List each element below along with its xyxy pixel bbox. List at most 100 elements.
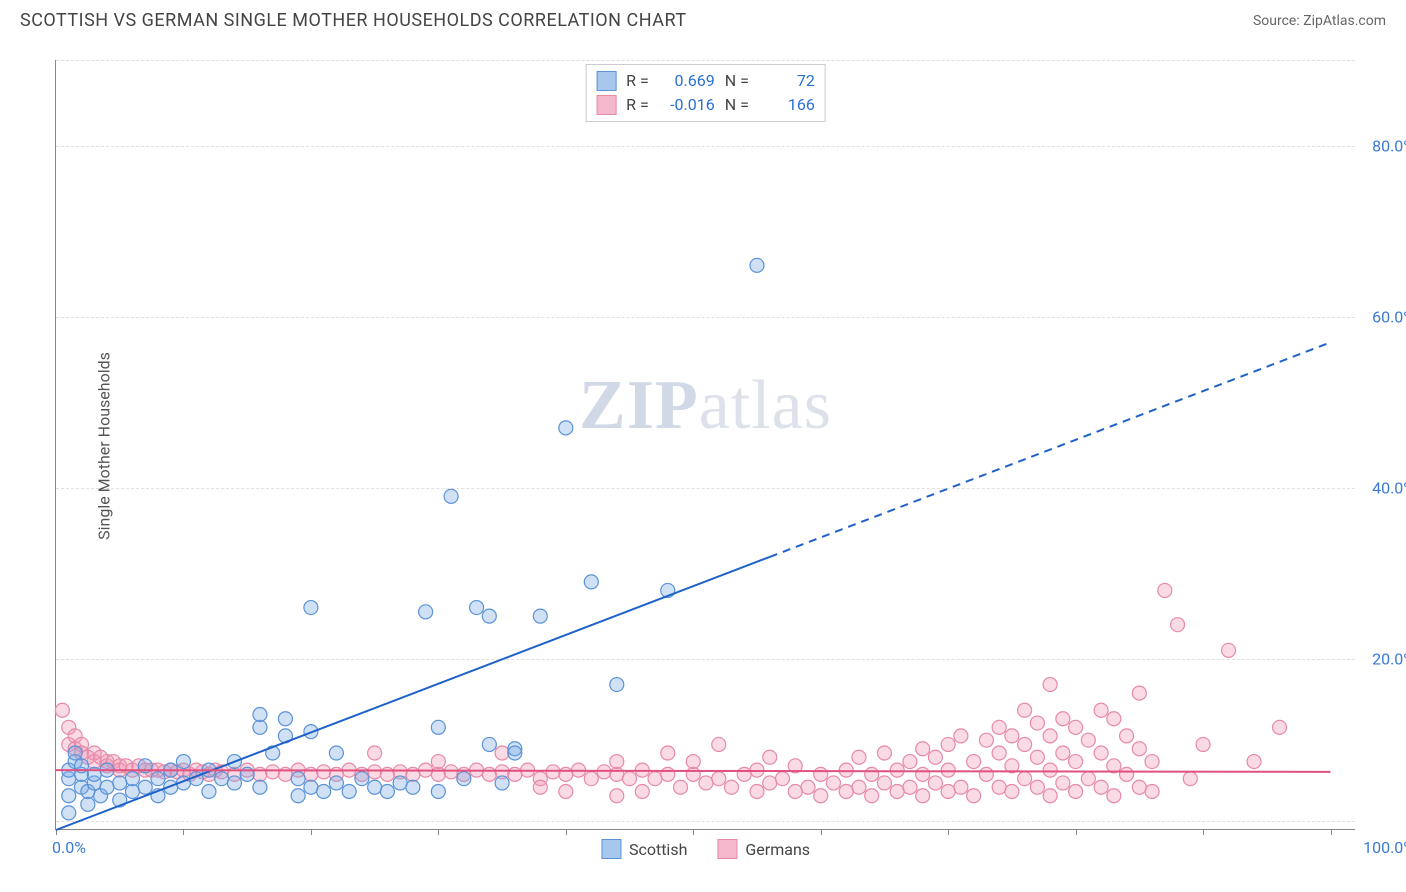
data-point [559, 767, 573, 781]
data-point [1069, 755, 1083, 769]
data-point [1222, 643, 1236, 657]
legend-swatch-germans [717, 839, 737, 859]
data-point [1196, 737, 1210, 751]
y-tick-label: 60.0% [1372, 307, 1406, 326]
data-point [763, 750, 777, 764]
data-point [1043, 729, 1057, 743]
data-point [1043, 789, 1057, 803]
x-tick [1331, 829, 1332, 835]
x-tick [821, 829, 822, 835]
data-point [877, 776, 891, 790]
data-point [1030, 750, 1044, 764]
data-point [368, 746, 382, 760]
data-point [482, 767, 496, 781]
data-point [712, 772, 726, 786]
data-point [329, 746, 343, 760]
data-point [1273, 720, 1287, 734]
data-point [125, 772, 139, 786]
data-point [1158, 583, 1172, 597]
data-point [763, 776, 777, 790]
x-tick-label-max: 100.0% [1363, 838, 1406, 857]
stats-legend: R = 0.669 N = 72 R = -0.016 N = 166 [585, 64, 826, 122]
data-point [661, 767, 675, 781]
series-legend: Scottish Germans [601, 839, 810, 859]
x-tick [693, 829, 694, 835]
data-point [1018, 772, 1032, 786]
data-point [457, 772, 471, 786]
data-point [125, 785, 139, 799]
data-point [979, 767, 993, 781]
data-point [610, 755, 624, 769]
data-point [138, 780, 152, 794]
data-point [368, 780, 382, 794]
data-point [444, 765, 458, 779]
data-point [1056, 712, 1070, 726]
x-tick [1076, 829, 1077, 835]
data-point [928, 776, 942, 790]
r-label: R = [626, 69, 649, 93]
data-point [482, 737, 496, 751]
y-tick-label: 80.0% [1372, 136, 1406, 155]
data-point [623, 772, 637, 786]
data-point [801, 780, 815, 794]
data-point [55, 703, 69, 717]
data-point [1069, 720, 1083, 734]
data-point [176, 755, 190, 769]
data-point [1132, 780, 1146, 794]
data-point [495, 776, 509, 790]
data-point [406, 767, 420, 781]
data-point [1081, 772, 1095, 786]
data-point [253, 720, 267, 734]
data-point [81, 797, 95, 811]
data-point [1030, 780, 1044, 794]
data-point [304, 601, 318, 615]
data-point [329, 776, 343, 790]
data-point [533, 780, 547, 794]
data-point [979, 733, 993, 747]
data-point [686, 755, 700, 769]
data-point [1030, 716, 1044, 730]
data-point [151, 772, 165, 786]
x-tick [183, 829, 184, 835]
data-point [916, 767, 930, 781]
stats-row-germans: R = -0.016 N = 166 [596, 93, 815, 117]
data-point [431, 767, 445, 781]
r-value-scottish: 0.669 [659, 69, 715, 93]
data-point [431, 720, 445, 734]
source-name: ZipAtlas.com [1303, 13, 1386, 29]
data-point [1132, 686, 1146, 700]
n-label: N = [725, 93, 749, 117]
data-point [266, 765, 280, 779]
y-tick-label: 20.0% [1372, 649, 1406, 668]
data-point [865, 789, 879, 803]
data-point [1145, 785, 1159, 799]
data-point [291, 772, 305, 786]
data-point [903, 755, 917, 769]
data-point [584, 575, 598, 589]
data-point [1120, 767, 1134, 781]
legend-label-germans: Germans [745, 840, 810, 859]
data-point [431, 755, 445, 769]
data-point [750, 785, 764, 799]
data-point [775, 772, 789, 786]
data-point [559, 421, 573, 435]
data-point [495, 746, 509, 760]
data-point [954, 729, 968, 743]
data-point [699, 776, 713, 790]
data-point [559, 785, 573, 799]
data-point [62, 789, 76, 803]
data-point [317, 765, 331, 779]
data-point [253, 780, 267, 794]
data-point [610, 678, 624, 692]
data-point [1247, 755, 1261, 769]
x-tick [566, 829, 567, 835]
data-point [648, 772, 662, 786]
legend-swatch-scottish [601, 839, 621, 859]
data-point [941, 763, 955, 777]
data-point [1107, 789, 1121, 803]
data-point [635, 785, 649, 799]
data-point [1120, 729, 1134, 743]
data-point [1056, 776, 1070, 790]
data-point [1171, 618, 1185, 632]
legend-label-scottish: Scottish [629, 840, 687, 859]
